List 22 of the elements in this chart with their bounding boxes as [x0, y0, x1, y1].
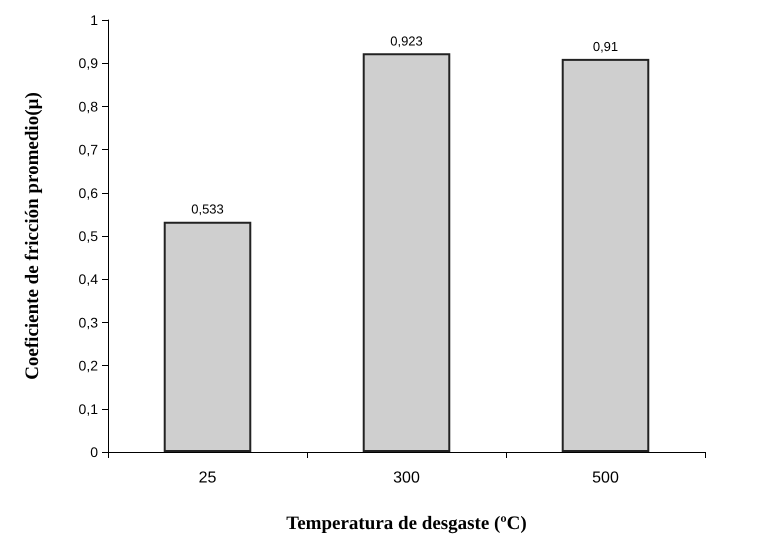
x-tick-label: 500 [592, 470, 619, 486]
y-tick-label: 0,6 [78, 184, 98, 201]
bar [164, 222, 252, 452]
x-tick-label: 300 [393, 470, 420, 486]
data-label: 0,533 [191, 202, 224, 217]
y-tick-label: 0,9 [78, 55, 98, 72]
y-axis-title: Coeficiente de fricción promedio(µ) [22, 92, 43, 380]
y-tick-label: 0,1 [78, 400, 98, 417]
y-tick-label: 0,4 [78, 271, 98, 288]
y-tick-label: 1 [90, 12, 98, 28]
bar [562, 58, 650, 452]
y-tick-label: 0,3 [78, 314, 98, 330]
x-tick-label: 25 [198, 470, 216, 486]
data-label: 0,91 [592, 38, 618, 54]
bar [362, 53, 450, 452]
y-tick-label: 0,7 [78, 142, 98, 158]
y-tick-label: 0 [90, 444, 98, 460]
data-label: 0,923 [390, 33, 423, 48]
y-tick-label: 0,2 [78, 358, 98, 374]
y-tick-label: 0,5 [78, 228, 98, 244]
x-axis-title: Temperatura de desgaste (ºC) [286, 513, 527, 534]
y-tick-label: 0,8 [78, 98, 98, 114]
